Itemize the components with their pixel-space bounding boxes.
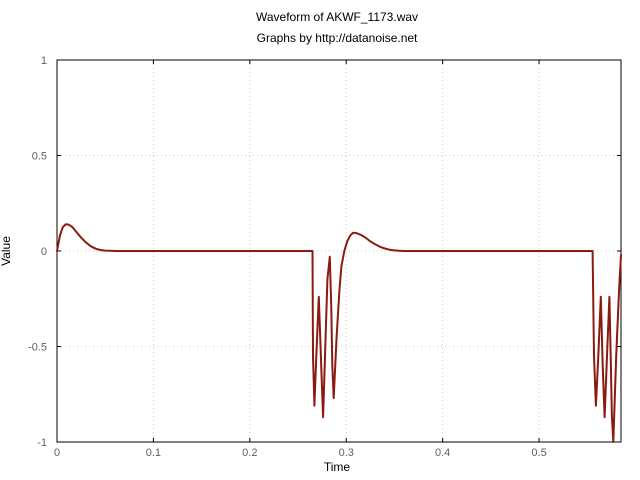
y-tick-label: -1: [37, 437, 47, 449]
y-tick-label: 0.5: [32, 151, 47, 163]
y-tick-label: 1: [41, 55, 47, 67]
x-tick-label: 0.3: [339, 447, 354, 459]
x-tick-label: 0.2: [242, 447, 257, 459]
x-tick-label: 0.4: [435, 447, 450, 459]
x-tick-label: 0.5: [531, 447, 546, 459]
axis-ticks: 0 0.1 0.2 0.3 0.4 0.5 1 0.5 0 -0.5 -1: [28, 55, 621, 459]
x-axis-label: Time: [324, 460, 351, 474]
series-layer: [56, 223, 622, 443]
x-tick-label: 0.1: [146, 447, 161, 459]
y-axis-label: Value: [0, 236, 13, 266]
y-tick-label: -0.5: [28, 342, 47, 354]
waveform-line: [56, 223, 622, 443]
chart-title: Waveform of AKWF_1173.wav: [256, 10, 418, 24]
chart-subtitle: Graphs by http://datanoise.net: [257, 31, 418, 45]
x-tick-label: 0: [54, 447, 60, 459]
y-tick-label: 0: [41, 246, 47, 258]
